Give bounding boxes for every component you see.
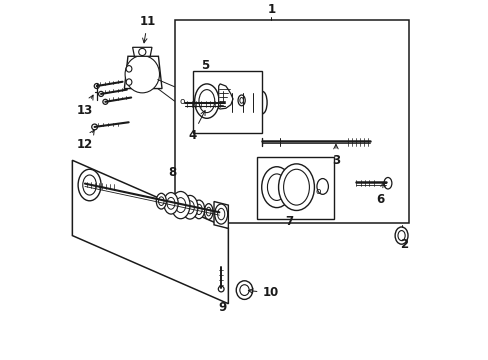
Ellipse shape (92, 124, 97, 130)
Ellipse shape (78, 169, 101, 201)
Ellipse shape (206, 207, 211, 216)
Ellipse shape (185, 201, 194, 214)
Ellipse shape (267, 174, 285, 201)
Ellipse shape (193, 200, 204, 219)
Polygon shape (214, 202, 228, 228)
Text: 4: 4 (188, 111, 204, 142)
Ellipse shape (94, 84, 99, 89)
Ellipse shape (182, 195, 198, 219)
Text: 3: 3 (331, 144, 339, 167)
Polygon shape (132, 47, 152, 56)
Text: 1: 1 (267, 3, 275, 16)
Ellipse shape (278, 164, 314, 211)
Ellipse shape (261, 167, 291, 208)
Ellipse shape (238, 95, 244, 106)
Text: 8: 8 (168, 166, 177, 179)
Bar (192, 71, 262, 134)
Ellipse shape (194, 84, 219, 118)
Ellipse shape (218, 286, 224, 292)
Text: 5: 5 (201, 59, 209, 72)
Ellipse shape (283, 169, 309, 205)
Text: o: o (315, 187, 320, 196)
Polygon shape (218, 84, 233, 109)
Text: 13: 13 (77, 95, 93, 117)
Ellipse shape (195, 204, 202, 215)
Ellipse shape (130, 60, 154, 88)
Ellipse shape (82, 175, 96, 195)
Text: 11: 11 (139, 15, 156, 43)
Ellipse shape (158, 197, 164, 206)
Ellipse shape (316, 179, 328, 194)
Ellipse shape (236, 281, 252, 300)
Ellipse shape (139, 48, 145, 55)
Ellipse shape (126, 66, 132, 72)
Ellipse shape (239, 98, 243, 103)
Ellipse shape (257, 91, 266, 114)
Text: 6: 6 (376, 183, 385, 206)
Bar (257, 157, 333, 220)
Ellipse shape (394, 227, 407, 244)
Text: 2: 2 (399, 238, 407, 251)
Ellipse shape (171, 192, 190, 219)
Text: o: o (179, 96, 184, 105)
Ellipse shape (163, 193, 178, 214)
Ellipse shape (218, 91, 227, 114)
Ellipse shape (397, 230, 405, 240)
Ellipse shape (214, 204, 227, 224)
Ellipse shape (167, 197, 175, 209)
Ellipse shape (156, 193, 166, 209)
Ellipse shape (239, 285, 249, 296)
Text: 12: 12 (77, 130, 94, 150)
Ellipse shape (99, 91, 103, 96)
Bar (223, 91, 262, 114)
Ellipse shape (217, 208, 224, 220)
Ellipse shape (199, 90, 214, 113)
Ellipse shape (126, 79, 132, 85)
Ellipse shape (204, 204, 212, 220)
Polygon shape (124, 56, 162, 89)
Text: 7: 7 (285, 215, 293, 228)
Ellipse shape (175, 198, 185, 213)
Ellipse shape (125, 55, 159, 93)
Polygon shape (72, 160, 228, 304)
Ellipse shape (383, 177, 391, 189)
Text: 9: 9 (219, 301, 226, 314)
Bar (174, 21, 408, 223)
Text: 10: 10 (248, 287, 278, 300)
Ellipse shape (102, 99, 108, 104)
